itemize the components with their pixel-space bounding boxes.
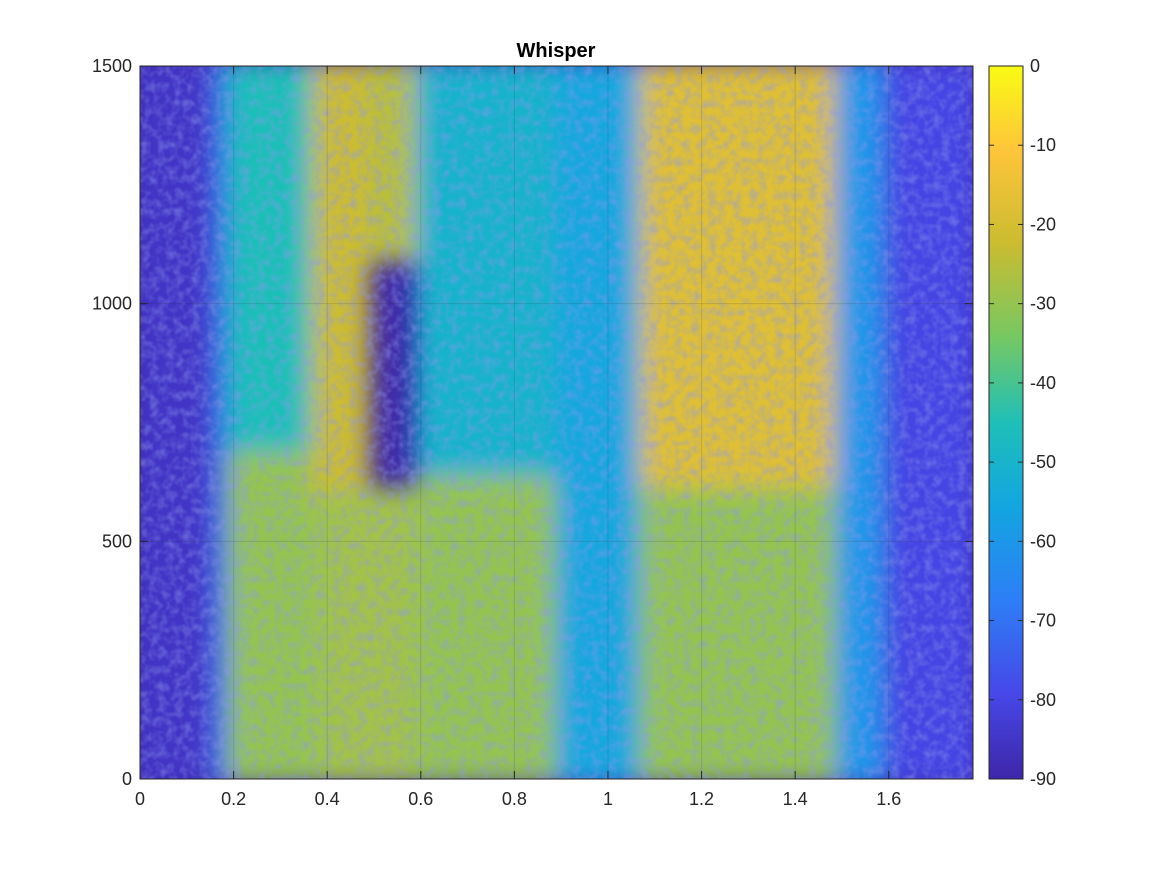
heatmap-speckle	[140, 66, 973, 779]
y-tick-label: 1000	[92, 294, 132, 314]
colorbar-tick-label: -70	[1030, 611, 1056, 631]
y-tick-label: 500	[102, 531, 132, 551]
colorbar-ticks: 0 -10 -20 -30 -40 -50 -60 -70 -80 -90	[989, 56, 1056, 789]
x-tick-label: 0.6	[408, 789, 433, 809]
colorbar-tick-label: -50	[1030, 452, 1056, 472]
colorbar-tick-label: -80	[1030, 690, 1056, 710]
colorbar-tick-label: -30	[1030, 294, 1056, 314]
colorbar-tick-label: 0	[1030, 56, 1040, 76]
colorbar-tick-label: -60	[1030, 531, 1056, 551]
y-axis: 0 500 1000 1500	[92, 56, 973, 789]
x-tick-label: 0.8	[502, 789, 527, 809]
x-tick-label: 0.2	[221, 789, 246, 809]
colorbar-tick-label: -20	[1030, 214, 1056, 234]
plot-area	[140, 66, 973, 779]
y-tick-label: 1500	[92, 56, 132, 76]
grid-lines	[140, 66, 973, 779]
x-tick-label: 0.4	[315, 789, 340, 809]
colorbar-gradient	[988, 65, 1024, 780]
colorbar-tick-label: -90	[1030, 769, 1056, 789]
colorbar: 0 -10 -20 -30 -40 -50 -60 -70 -80 -90	[988, 56, 1056, 789]
x-tick-label: 1.2	[689, 789, 714, 809]
x-tick-label: 1	[603, 789, 613, 809]
x-axis: 0 0.2 0.4 0.6 0.8 1 1.2 1.4 1.6	[135, 66, 901, 809]
chart-title: Whisper	[517, 40, 596, 62]
axes-frame	[139, 65, 974, 780]
x-tick-label: 1.4	[783, 789, 808, 809]
colorbar-tick-label: -10	[1030, 135, 1056, 155]
colorbar-tick-label: -40	[1030, 373, 1056, 393]
x-tick-label: 1.6	[876, 789, 901, 809]
y-tick-label: 0	[122, 769, 132, 789]
x-tick-label: 0	[135, 789, 145, 809]
